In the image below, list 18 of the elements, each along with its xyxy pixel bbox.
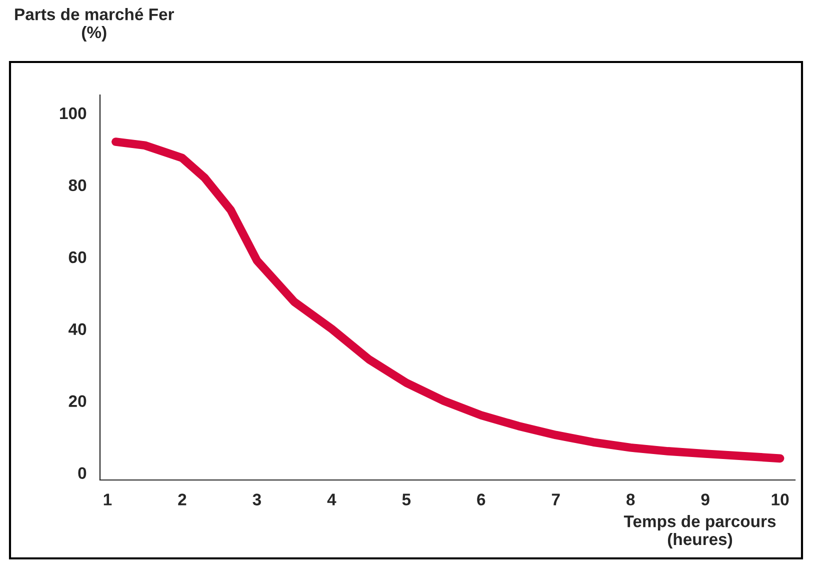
x-tick-label: 5 xyxy=(402,494,411,506)
x-tick-label: 7 xyxy=(552,494,560,506)
x-tick-label: 6 xyxy=(477,494,486,506)
y-tick-label: 60 xyxy=(68,251,86,264)
x-tick-label: 10 xyxy=(772,494,789,506)
x-tick-label: 4 xyxy=(327,494,336,506)
y-tick-label: 80 xyxy=(68,179,86,192)
x-tick-label: 9 xyxy=(701,494,710,506)
x-tick-label: 8 xyxy=(626,494,635,506)
y-axis-title: Parts de marché Fer (%) xyxy=(15,8,174,42)
x-tick-label: 1 xyxy=(104,494,112,506)
x-axis-title: Temps de parcours (heures) xyxy=(624,515,776,548)
x-tick-label: 3 xyxy=(252,494,261,506)
y-tick-label: 100 xyxy=(60,107,86,120)
y-tick-label: 0 xyxy=(78,467,86,480)
x-tick-label: 2 xyxy=(178,494,186,506)
y-tick-label: 20 xyxy=(68,395,86,408)
y-tick-label: 40 xyxy=(68,323,86,336)
